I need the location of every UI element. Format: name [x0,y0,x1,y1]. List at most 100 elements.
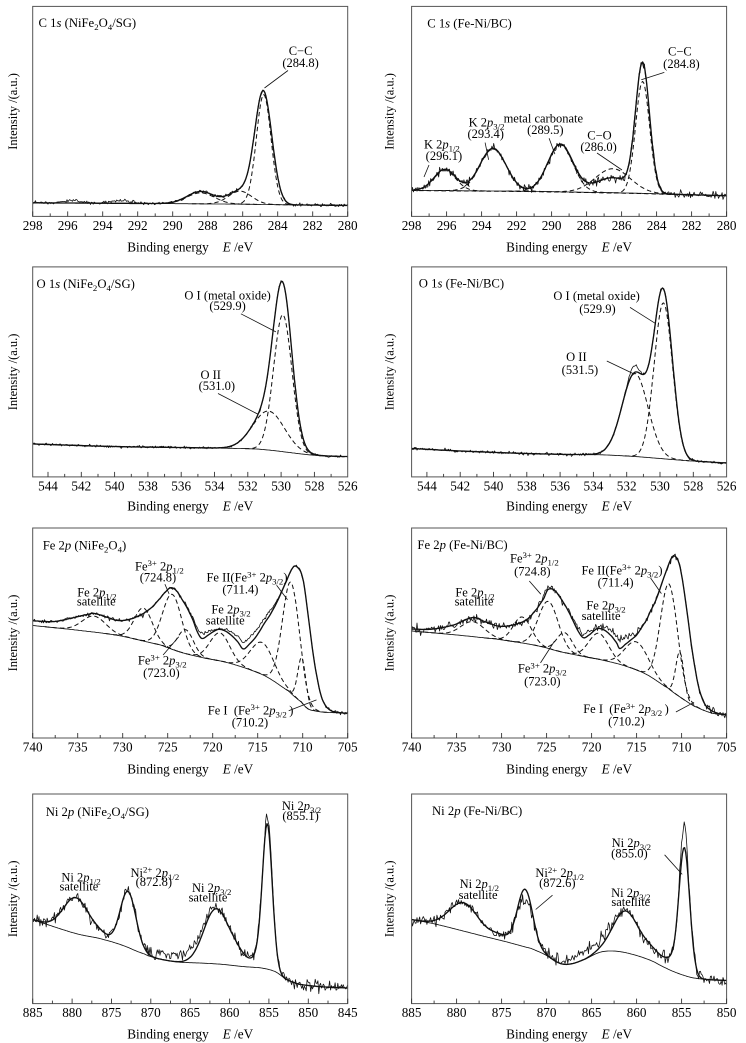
svg-text:860: 860 [220,1005,240,1020]
svg-text:544: 544 [417,478,437,493]
svg-text:885: 885 [402,1005,422,1020]
svg-text:288: 288 [198,218,218,233]
svg-text:(293.4): (293.4) [467,127,503,141]
svg-text:865: 865 [582,1005,602,1020]
svg-text:850: 850 [717,1005,737,1020]
svg-text:534: 534 [584,478,604,493]
svg-text:(872.6): (872.6) [539,876,575,890]
svg-text:290: 290 [163,218,183,233]
svg-text:710: 710 [672,739,692,754]
svg-text:292: 292 [507,218,527,233]
svg-text:(296.1): (296.1) [426,149,462,163]
svg-text:860: 860 [627,1005,647,1020]
svg-text:Intensity /(a.u.): Intensity /(a.u.) [6,334,20,411]
svg-text:Ni2+​ 2p1/2​: Ni2+​ 2p1/2​ [131,865,180,882]
svg-text:540: 540 [105,478,125,493]
svg-text:C−C: C−C [289,44,313,58]
svg-text:(529.9): (529.9) [579,302,615,316]
svg-text:740: 740 [23,739,43,754]
svg-text:Intensity /(a.u.): Intensity /(a.u.) [383,73,397,150]
svg-text:538: 538 [517,478,537,493]
svg-text:Fe3+​ 2p1/2​: Fe3+​ 2p1/2​ [510,550,559,567]
svg-text:855: 855 [259,1005,279,1020]
svg-text:C−O: C−O [587,129,611,143]
svg-text:(723.0): (723.0) [143,666,179,680]
svg-text:280: 280 [338,218,358,233]
svg-text:735: 735 [447,739,467,754]
svg-text:(529.9): (529.9) [209,299,245,313]
svg-text:850: 850 [298,1005,318,1020]
svg-text:298: 298 [402,218,422,233]
svg-text:Intensity /(a.u.): Intensity /(a.u.) [383,334,397,411]
svg-text:875: 875 [492,1005,512,1020]
svg-text:870: 870 [141,1005,161,1020]
svg-text:875: 875 [102,1005,122,1020]
svg-text:715: 715 [627,739,647,754]
svg-text:538: 538 [138,478,158,493]
svg-text:(855.0): (855.0) [611,847,647,861]
svg-text:Ni 2p (NiFe2​O4​/SG): Ni 2p (NiFe2​O4​/SG) [46,805,149,821]
svg-text:715: 715 [248,739,268,754]
svg-text:Ni 2p (Fe-Ni/BC): Ni 2p (Fe-Ni/BC) [432,804,522,818]
svg-text:(711.4): (711.4) [598,575,634,589]
svg-text:865: 865 [180,1005,200,1020]
svg-text:O I (metal oxide): O I (metal oxide) [184,288,270,302]
svg-text:298: 298 [23,218,43,233]
svg-text:(872.8): (872.8) [136,875,172,889]
svg-text:294: 294 [93,218,113,233]
svg-text:(284.8): (284.8) [663,57,699,71]
svg-text:(710.2): (710.2) [608,714,644,728]
svg-text:(855.1): (855.1) [282,809,318,823]
svg-text:Fe3+​ 2p1/2​: Fe3+​ 2p1/2​ [135,558,184,575]
svg-text:880: 880 [447,1005,467,1020]
svg-text:satellite: satellite [459,888,498,902]
svg-text:735: 735 [68,739,88,754]
svg-text:satellite: satellite [59,879,98,893]
svg-text:satellite: satellite [206,614,245,628]
svg-text:satellite: satellite [582,609,621,623]
svg-text:730: 730 [492,739,512,754]
svg-text:526: 526 [338,478,358,493]
svg-text:(724.8): (724.8) [140,570,176,584]
svg-text:(710.2): (710.2) [232,716,268,730]
svg-text:satellite: satellite [455,595,494,609]
svg-text:720: 720 [582,739,602,754]
svg-text:(289.5): (289.5) [527,123,563,137]
svg-text:870: 870 [537,1005,557,1020]
svg-text:O I (metal oxide): O I (metal oxide) [553,289,639,303]
svg-text:Fe II(Fe3+​ 2p3/2​): Fe II(Fe3+​ 2p3/2​) [581,562,662,579]
svg-text:Fe3+​ 2p3/2​: Fe3+​ 2p3/2​ [138,652,187,669]
svg-text:metal carbonate: metal carbonate [504,111,584,125]
svg-text:C−C: C−C [668,45,692,59]
svg-text:710: 710 [293,739,313,754]
svg-text:Intensity /(a.u.): Intensity /(a.u.) [383,595,397,672]
svg-text:530: 530 [650,478,670,493]
svg-text:730: 730 [113,739,133,754]
svg-text:C 1s (NiFe2​O4​/SG): C 1s (NiFe2​O4​/SG) [39,16,137,32]
svg-text:530: 530 [271,478,291,493]
svg-text:282: 282 [303,218,323,233]
svg-text:Fe I (Fe3+​ 2p3/2​ ): Fe I (Fe3+​ 2p3/2​ ) [208,702,294,719]
svg-text:528: 528 [305,478,325,493]
svg-text:288: 288 [577,218,597,233]
svg-text:Intensity /(a.u.): Intensity /(a.u.) [6,595,20,672]
svg-text:284: 284 [268,218,288,233]
svg-text:(711.4): (711.4) [222,583,258,597]
svg-text:O 1s (Fe-Ni/BC): O 1s (Fe-Ni/BC) [419,276,504,290]
svg-text:725: 725 [537,739,557,754]
svg-text:(531.5): (531.5) [562,363,598,377]
svg-text:282: 282 [682,218,702,233]
svg-text:286: 286 [233,218,253,233]
svg-text:satellite: satellite [189,891,228,905]
svg-text:845: 845 [338,1005,358,1020]
svg-text:532: 532 [238,478,258,493]
svg-text:satellite: satellite [77,595,116,609]
svg-text:536: 536 [171,478,191,493]
svg-text:296: 296 [58,218,78,233]
